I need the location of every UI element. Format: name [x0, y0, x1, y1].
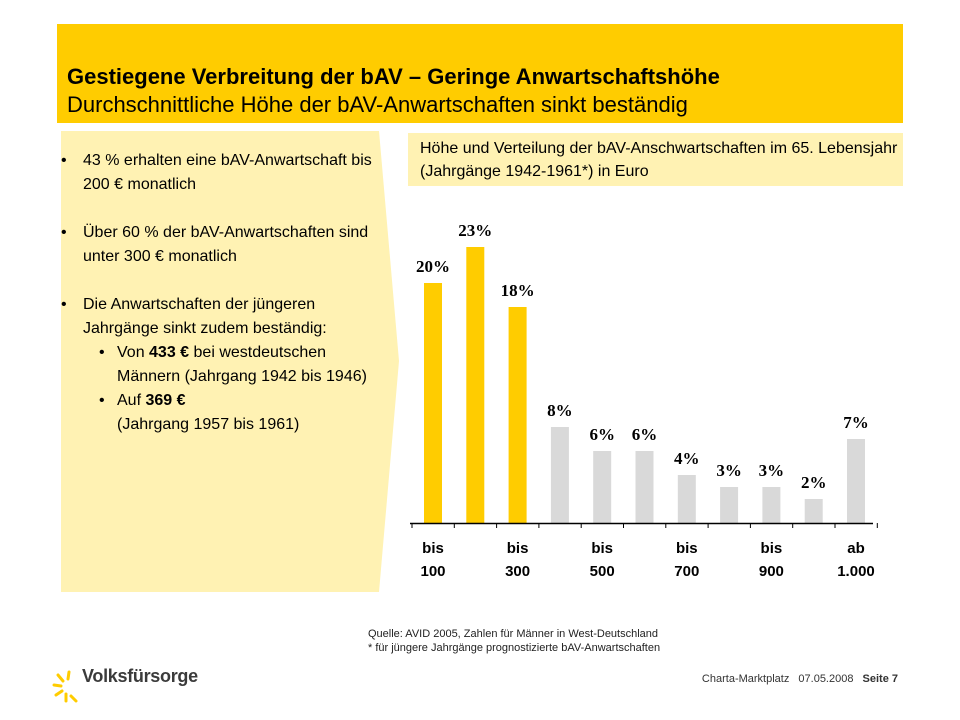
tick-label-top-2: bis [507, 540, 529, 557]
footer-label: Charta-Marktplatz [701, 673, 790, 685]
bar-label-9: 3% [759, 461, 785, 480]
sun-rays-icon [52, 670, 78, 703]
bar-4 [550, 427, 569, 523]
summary-panel: 43 % erhalten eine bAV-Anwartschaft bis … [61, 131, 401, 592]
volksfuersorge-logo: Volksfürsorge [52, 664, 198, 704]
tick-label-top-4: bis [676, 540, 698, 557]
tick-label-bottom-5: 900 [759, 563, 784, 580]
logo-text: Volksfürsorge [82, 666, 198, 686]
bar-label-7: 4% [674, 449, 700, 468]
tick-label-top-5: bis [761, 540, 783, 557]
bar-label-2: 23% [458, 221, 492, 240]
bar-3 [508, 307, 527, 523]
sub-bullet-1-value: 433 € [149, 344, 190, 361]
tick-label-top-6: ab [847, 540, 865, 557]
tick-label-bottom-6: 1.000 [837, 563, 875, 580]
tick-label-bottom-4: 700 [674, 563, 699, 580]
page-subtitle: Durchschnittliche Höhe der bAV-Anwartsch… [67, 92, 688, 117]
bar-label-8: 3% [716, 461, 742, 480]
bullet-2: Über 60 % der bAV-Anwartschaften sind un… [61, 221, 391, 269]
page-title: Gestiegene Verbreitung der bAV – Geringe… [67, 64, 720, 89]
bar-label-4: 8% [547, 401, 573, 420]
bar-label-1: 20% [416, 257, 450, 276]
sub-bullet-2-value: 369 € [145, 392, 186, 409]
bar-6 [635, 451, 654, 523]
bar-label-6: 6% [632, 425, 658, 444]
bar-11 [847, 439, 865, 523]
bullet-3: Die Anwartschaften der jüngeren Jahrgäng… [61, 293, 391, 341]
footer: Charta-Marktplatz 07.05.2008 Seite 7 [696, 673, 898, 685]
bar-label-3: 18% [501, 281, 535, 300]
tick-label-bottom-2: 300 [505, 563, 530, 580]
source-line-2: * für jüngere Jahrgänge prognostizierte … [368, 642, 661, 654]
chart-title: Höhe und Verteilung der bAV-Anschwartsch… [420, 140, 898, 180]
bar-chart: 20% 23% 18% 8% 6% 6% 4% 3% 3% 2% 7% bis 100 bis 300 bis… [410, 221, 878, 580]
page-number: Seite 7 [862, 673, 898, 685]
header-banner: Gestiegene Verbreitung der bAV – Geringe… [57, 24, 903, 123]
bar-label-5: 6% [589, 425, 615, 444]
footer-date: 07.05.2008 [798, 673, 854, 685]
summary-bullets: 43 % erhalten eine bAV-Anwartschaft bis … [61, 149, 391, 437]
bar-7 [677, 475, 696, 523]
bar-1 [424, 283, 442, 523]
sub-bullet-1: Von 433 € bei westdeutschen Männern (Jah… [61, 341, 391, 389]
bar-label-10: 2% [801, 473, 827, 492]
tick-label-bottom-1: 100 [420, 563, 445, 580]
sub-bullet-2: Auf 369 €(Jahrgang 1957 bis 1961) [61, 389, 391, 437]
tick-label-top-1: bis [422, 540, 444, 557]
bar-5 [593, 451, 612, 523]
bar-label-11: 7% [843, 413, 869, 432]
source-note: Quelle: AVID 2005, Zahlen für Männer in … [368, 627, 660, 655]
bar-8 [720, 487, 739, 523]
bar-9 [762, 487, 781, 523]
source-line-1: Quelle: AVID 2005, Zahlen für Männer in … [368, 628, 659, 640]
bar-2 [466, 247, 485, 523]
chart-title-box: Höhe und Verteilung der bAV-Anschwartsch… [408, 133, 903, 186]
bar-10 [804, 499, 823, 523]
tick-label-top-3: bis [591, 540, 613, 557]
tick-label-bottom-3: 500 [590, 563, 615, 580]
bullet-1: 43 % erhalten eine bAV-Anwartschaft bis … [61, 149, 391, 197]
